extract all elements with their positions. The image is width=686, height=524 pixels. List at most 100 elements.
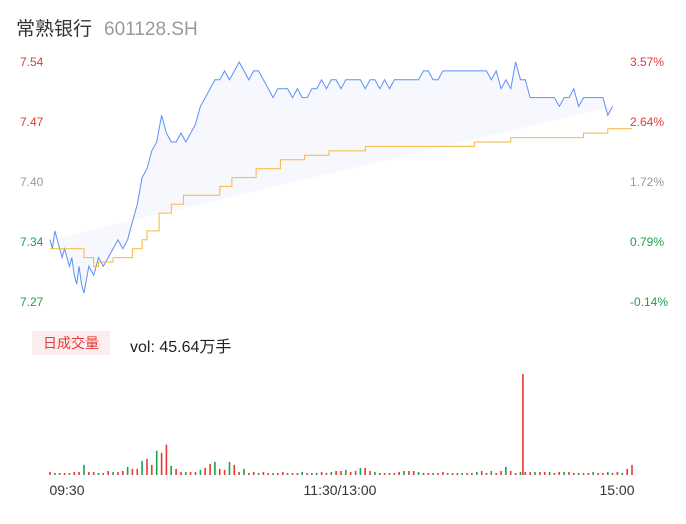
volume-bar: [160, 452, 163, 475]
volume-bar: [558, 472, 561, 475]
volume-bar: [422, 473, 425, 475]
volume-bar: [490, 471, 493, 475]
volume-bar: [451, 473, 454, 475]
volume-bar: [102, 473, 105, 475]
price-tick-label: 7.54: [20, 55, 44, 69]
volume-bar: [131, 468, 134, 475]
volume-bar: [58, 473, 61, 475]
volume-bar: [495, 473, 497, 475]
volume-bar: [204, 467, 206, 475]
volume-bar: [379, 473, 381, 475]
volume-bar: [146, 458, 148, 475]
volume-bar: [335, 471, 337, 475]
volume-bar: [626, 468, 628, 475]
volume-bar: [471, 473, 473, 475]
volume-bar: [117, 472, 119, 475]
volume-readout: vol: 45.64万手: [130, 339, 232, 356]
volume-bar: [403, 471, 405, 475]
volume-bar: [543, 472, 546, 475]
volume-bar: [500, 471, 502, 475]
volume-bar: [291, 473, 294, 475]
stock-name: 常熟银行: [16, 19, 93, 40]
volume-bar: [602, 473, 604, 475]
volume-bar: [611, 473, 614, 475]
volume-bar: [320, 472, 323, 475]
price-line: [49, 60, 614, 294]
price-tick-label: 7.47: [20, 115, 44, 129]
volume-bar: [573, 473, 575, 475]
volume-bar: [282, 472, 284, 475]
volume-bar: [398, 472, 400, 475]
percent-tick-label: 3.57%: [630, 55, 664, 69]
percent-tick-label: 2.64%: [630, 115, 664, 129]
volume-bar: [165, 444, 168, 475]
volume-bar: [136, 468, 139, 475]
volume-bar: [83, 464, 85, 475]
volume-bar: [306, 473, 308, 475]
volume-bar: [175, 468, 177, 475]
volume-bar: [577, 473, 580, 475]
volume-bar: [616, 472, 619, 475]
volume-bar: [597, 473, 599, 475]
volume-bar: [325, 473, 328, 475]
volume-bar: [199, 469, 202, 475]
volume-bar: [354, 471, 357, 475]
volume-bar: [553, 473, 556, 475]
volume-bar: [432, 473, 434, 475]
volume-bar: [185, 472, 187, 475]
volume-bar: [194, 472, 197, 475]
volume-bar: [286, 473, 289, 475]
volume-bar: [393, 473, 396, 475]
price-tick-label: 7.27: [20, 295, 44, 309]
volume-bar: [267, 473, 269, 475]
volume-bar: [54, 473, 56, 475]
volume-bar: [587, 473, 590, 475]
stock-code: 601128.SH: [104, 19, 198, 40]
volume-bar: [296, 473, 299, 475]
volume-bar: [126, 466, 129, 475]
percent-tick-label: 1.72%: [630, 175, 664, 189]
volume-bar: [151, 464, 153, 475]
volume-bar: [427, 473, 430, 475]
volume-bar: [412, 471, 415, 475]
volume-bar: [223, 469, 226, 475]
price-area: [50, 62, 613, 294]
volume-bar: [209, 463, 211, 475]
volume-bar: [73, 472, 76, 475]
volume-bar: [369, 471, 371, 475]
time-axis-label: 15:00: [599, 482, 634, 498]
volume-bar: [461, 473, 463, 475]
volume-bar: [519, 472, 522, 475]
volume-bar: [480, 471, 483, 475]
volume-bar: [621, 473, 624, 475]
volume-bar: [485, 473, 488, 475]
volume-tag[interactable]: 日成交量: [32, 331, 110, 355]
volume-bar: [388, 473, 391, 475]
volume-bar: [257, 473, 260, 475]
volume-bar: [408, 471, 410, 475]
volume-bar: [262, 472, 265, 475]
time-axis-label: 11:30/13:00: [304, 482, 377, 498]
average-price-line: [50, 128, 632, 267]
volume-bar: [330, 472, 333, 475]
volume-bar: [170, 465, 172, 475]
volume-bar: [548, 472, 551, 475]
volume-bar: [49, 472, 51, 475]
volume-bar: [522, 374, 524, 475]
volume-bar: [272, 473, 274, 475]
percent-tick-label: -0.14%: [630, 295, 668, 309]
volume-bar: [437, 473, 439, 475]
volume-bar: [315, 473, 318, 475]
volume-bar: [180, 472, 182, 475]
volume-bar: [417, 472, 420, 475]
volume-bar: [311, 473, 313, 475]
stock-title: 常熟银行 601128.SH: [16, 14, 198, 41]
volume-bar: [122, 471, 124, 475]
volume-bar: [539, 472, 541, 475]
volume-bar: [301, 472, 303, 475]
volume-bar: [476, 472, 478, 475]
volume-bar: [582, 473, 585, 475]
volume-bar: [349, 472, 352, 475]
volume-bar: [568, 472, 570, 475]
